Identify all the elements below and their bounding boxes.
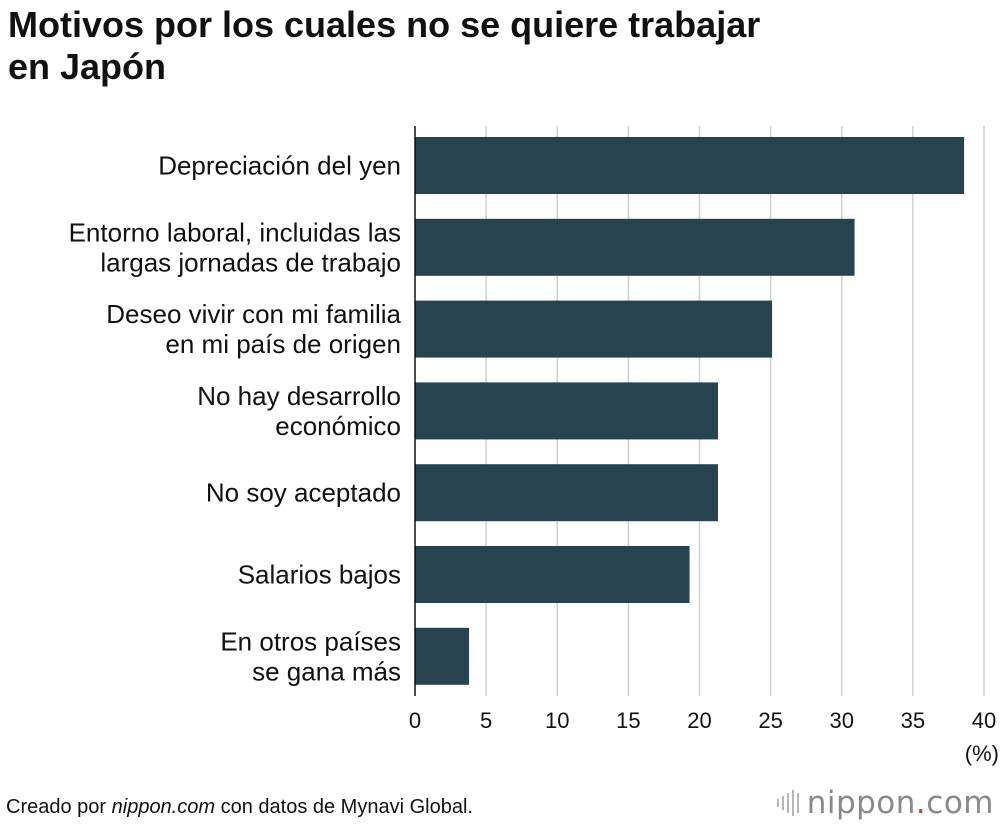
- bar: [415, 546, 690, 603]
- bar: [415, 464, 718, 522]
- source-site: nippon.com: [111, 796, 216, 818]
- category-labels: Depreciación del yen Entorno laboral, inc…: [69, 151, 402, 687]
- chart-title-line-2: en Japón: [8, 46, 167, 87]
- logo-dot: .: [915, 785, 927, 821]
- logo-name: nippon: [806, 785, 916, 821]
- nippon-logo: nippon. com: [776, 785, 994, 821]
- bar: [415, 137, 965, 194]
- chart-title-line-1: Motivos por los cuales no se quiere trab…: [8, 4, 761, 45]
- category-label: No soy aceptado: [206, 478, 401, 508]
- bar: [415, 218, 855, 276]
- x-tick-label: 30: [830, 708, 854, 733]
- x-tick-label: 25: [758, 708, 782, 733]
- x-tick-label: 15: [616, 708, 640, 733]
- bar: [415, 627, 470, 685]
- logo-tld: com: [926, 785, 994, 821]
- category-label: Entorno laboral, incluidas las largas jor…: [69, 217, 401, 277]
- x-tick-label: 0: [409, 708, 421, 733]
- x-tick-label: 20: [687, 708, 711, 733]
- bar-chart: Depreciación del yen Entorno laboral, inc…: [69, 126, 999, 766]
- bar: [415, 300, 773, 358]
- x-tick-labels: 0 5 10 15 20 25 30 35 40: [409, 708, 996, 733]
- category-label: Depreciación del yen: [158, 151, 401, 181]
- source-note: Creado por nippon.com con datos de Mynav…: [6, 796, 473, 819]
- category-label: No hay desarrollo económico: [197, 381, 401, 441]
- logo-bars-icon: [776, 790, 799, 816]
- chart-title: Motivos por los cuales no se quiere trab…: [8, 4, 908, 88]
- x-tick-label: 10: [545, 708, 569, 733]
- bar: [415, 382, 718, 440]
- category-label: En otros países se gana más: [220, 626, 401, 686]
- x-axis-unit-label: (%): [965, 741, 999, 766]
- category-label: Salarios bajos: [238, 560, 401, 590]
- bars: [415, 137, 965, 685]
- source-prefix: Creado por: [6, 796, 112, 818]
- x-tick-label: 35: [901, 708, 925, 733]
- source-suffix: con datos de Mynavi Global.: [215, 796, 473, 818]
- category-label: Deseo vivir con mi familia en mi país de …: [106, 299, 401, 359]
- x-tick-label: 40: [972, 708, 996, 733]
- x-tick-label: 5: [480, 708, 492, 733]
